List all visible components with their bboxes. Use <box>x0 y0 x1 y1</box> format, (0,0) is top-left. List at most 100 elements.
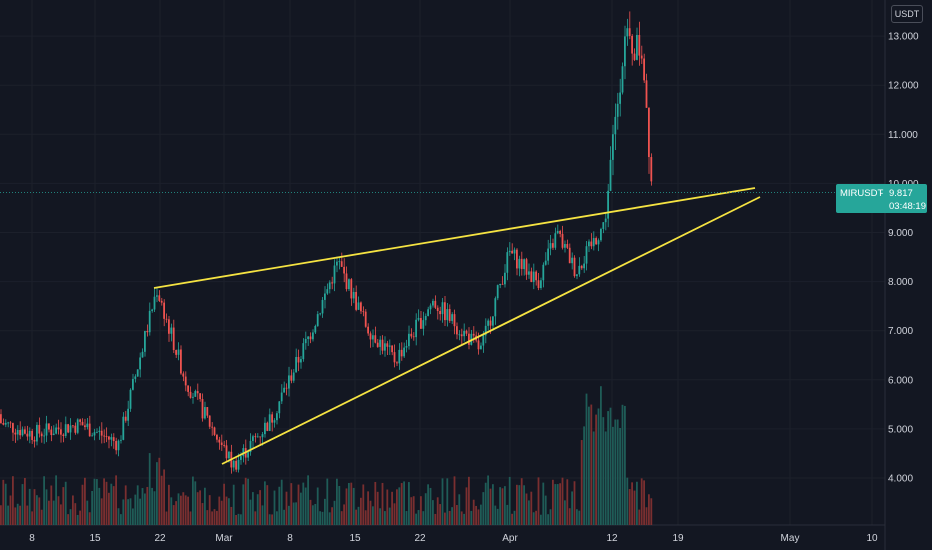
candle-body <box>372 335 374 340</box>
volume-bar <box>194 481 197 525</box>
candle-body <box>165 318 168 320</box>
candle-body <box>477 340 480 350</box>
volume-bar <box>343 504 345 525</box>
candle-body <box>631 35 633 54</box>
candle-body <box>9 422 12 424</box>
trendline-lower[interactable] <box>221 196 761 465</box>
candle-body <box>516 249 518 269</box>
volume-bar <box>324 498 326 525</box>
candle-body <box>228 451 230 459</box>
volume-bar <box>544 495 547 525</box>
candle-body <box>345 273 348 290</box>
candle-body <box>453 314 456 327</box>
candle-body <box>93 432 96 436</box>
candle-body <box>216 434 218 440</box>
volume-bar <box>364 510 367 525</box>
candle-body <box>292 372 295 381</box>
volume-bar <box>132 508 134 525</box>
volume-bar <box>74 503 77 525</box>
volume-bar <box>4 483 7 525</box>
x-tick-label: 8 <box>287 533 293 544</box>
candle-body <box>420 318 422 329</box>
volume-bar <box>592 431 595 525</box>
volume-bar <box>412 496 415 525</box>
volume-bar <box>180 495 182 525</box>
volume-bar <box>465 487 468 525</box>
volume-bar <box>67 514 69 525</box>
candle-body <box>640 55 643 59</box>
candle-body <box>276 413 278 421</box>
volume-bar <box>372 506 374 525</box>
candle-body <box>26 433 29 437</box>
volume-bar <box>273 490 276 525</box>
candle-body <box>364 311 367 327</box>
candle-body <box>300 359 302 363</box>
volume-bar <box>177 493 180 525</box>
candle-body <box>220 442 223 446</box>
candle-body <box>580 265 583 269</box>
volume-bar <box>57 496 60 525</box>
candle-body <box>391 345 393 353</box>
volume-bar <box>633 490 636 525</box>
volume-bar <box>292 502 295 525</box>
volume-bar <box>439 504 441 525</box>
volume-bar <box>312 505 314 525</box>
volume-bar <box>182 492 185 525</box>
y-tick-label: 13.000 <box>888 32 919 43</box>
volume-bar <box>530 491 533 525</box>
candle-body <box>206 407 209 416</box>
candle-body <box>369 333 372 340</box>
candle-body <box>84 425 86 428</box>
currency-button[interactable]: USDT <box>891 5 923 23</box>
candle-body <box>513 249 516 254</box>
volume-bar <box>196 492 199 525</box>
candle-body <box>396 362 398 364</box>
candle-body <box>338 261 341 263</box>
candle-body <box>544 260 547 265</box>
volume-bar <box>12 476 14 525</box>
candle-body <box>434 300 437 308</box>
candle-body <box>127 408 129 421</box>
candle-body <box>446 309 449 321</box>
price-axis[interactable]: 4.0005.0006.0007.0008.0009.00010.00011.0… <box>888 32 919 485</box>
candle-body <box>573 257 576 277</box>
volume-bar <box>19 505 21 525</box>
volume-bar <box>626 477 629 525</box>
volume-bar <box>163 469 165 525</box>
volume-bar <box>403 481 405 525</box>
volume-bar <box>280 479 283 525</box>
candle-body <box>561 233 564 248</box>
candle-body <box>105 436 108 437</box>
candle-body <box>441 302 444 315</box>
volume-bar <box>576 509 578 525</box>
volume-bar <box>520 478 523 525</box>
volume-bar <box>136 485 139 525</box>
candle-body <box>232 460 235 468</box>
candle-body <box>566 244 569 248</box>
candle-body <box>177 349 180 355</box>
volume-bar <box>302 482 305 525</box>
candle-body <box>638 34 641 56</box>
candle-body <box>412 336 415 338</box>
volume-bar <box>266 485 269 525</box>
volume-bar <box>199 490 201 525</box>
volume-bar <box>151 487 153 525</box>
candle-body <box>146 331 149 333</box>
candle-body <box>12 423 14 433</box>
trendline-upper[interactable] <box>153 187 756 289</box>
candle-body <box>612 134 614 160</box>
candle-body <box>168 319 170 334</box>
candle-body <box>600 228 602 241</box>
candle-body <box>96 431 98 433</box>
volume-bar <box>590 404 593 525</box>
time-axis[interactable]: 8 15 22 Mar 8 15 22 Apr 12 19 May 10 <box>29 533 878 544</box>
candle-body <box>50 429 53 436</box>
volume-bar <box>72 495 74 525</box>
y-tick-label: 11.000 <box>888 130 918 141</box>
volume-bar <box>326 478 329 525</box>
volume-bar <box>261 505 264 525</box>
trendlines[interactable] <box>153 187 761 465</box>
candle-body <box>429 305 432 310</box>
volume-bar <box>216 510 218 525</box>
